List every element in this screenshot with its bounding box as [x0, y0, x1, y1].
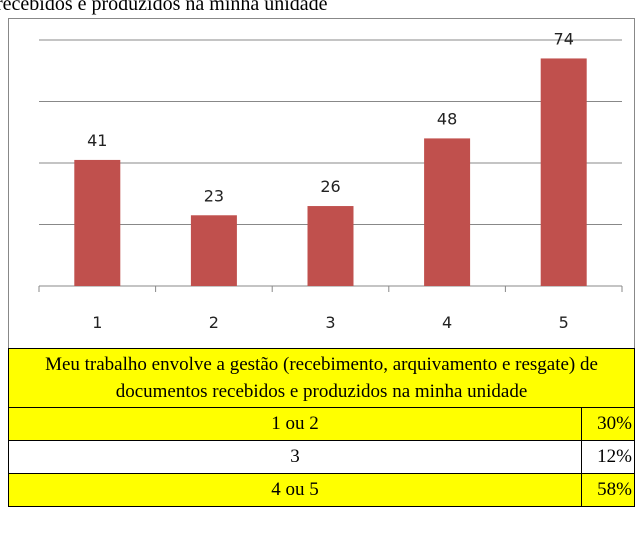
- table-header: Meu trabalho envolve a gestão (recebimen…: [8, 348, 635, 408]
- cell: 4 ou 5: [8, 473, 582, 507]
- data-label: 41: [87, 131, 107, 150]
- bar: [74, 159, 121, 286]
- x-tick-label: 4: [442, 313, 452, 332]
- table: Meu trabalho envolve a gestão (recebimen…: [8, 348, 635, 507]
- cell: 1 ou 2: [8, 407, 582, 441]
- bar: [190, 215, 237, 286]
- cell: 58%: [581, 473, 635, 507]
- data-label: 26: [320, 177, 340, 196]
- data-label: 48: [437, 109, 457, 128]
- caption: recebidos e produzidos na minha unidade: [0, 0, 328, 15]
- cell: 12%: [581, 440, 635, 474]
- x-tick-label: 1: [92, 313, 102, 332]
- cell: 3: [8, 440, 582, 474]
- data-label: 74: [554, 29, 574, 48]
- x-tick-label: 3: [325, 313, 335, 332]
- x-tick-label: 5: [559, 313, 569, 332]
- cell: 30%: [581, 407, 635, 441]
- bar: [307, 206, 354, 286]
- bar: [424, 138, 471, 286]
- chart: 1 41 2 23 3 26 4 48 5 74: [8, 18, 635, 349]
- data-label: 23: [204, 186, 224, 205]
- x-tick-label: 2: [209, 313, 219, 332]
- bar: [540, 58, 587, 287]
